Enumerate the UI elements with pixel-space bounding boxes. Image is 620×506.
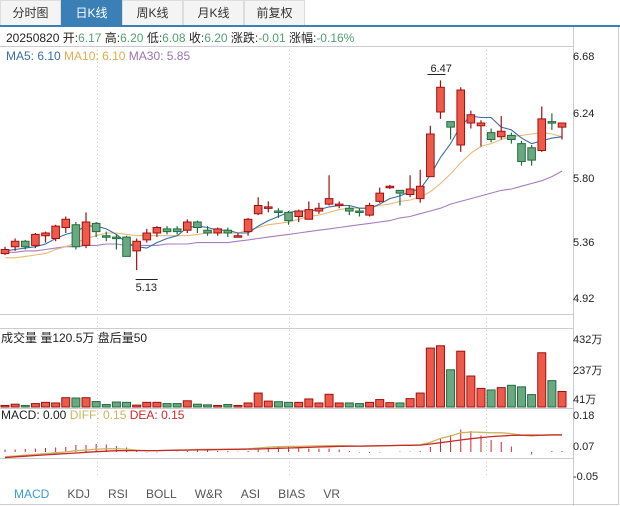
tab-forward-adjust[interactable]: 前复权 xyxy=(244,0,305,25)
price-axis-label: 4.92 xyxy=(573,293,595,305)
indicator-tab-rsi[interactable]: RSI xyxy=(108,487,129,501)
macd-value: MACD: 0.00 xyxy=(1,408,67,422)
price-axis-label: 6.68 xyxy=(573,51,595,63)
price-axis-label: 6.24 xyxy=(573,108,595,120)
volume-axis-label: 432万 xyxy=(573,334,603,346)
indicator-tab-kdj[interactable]: KDJ xyxy=(67,487,91,501)
volume-axis-label: 237万 xyxy=(573,365,603,377)
volume-axis-label: 41万 xyxy=(573,394,597,406)
indicator-tab-asi[interactable]: ASI xyxy=(240,487,261,501)
tab-daily-k[interactable]: 日K线 xyxy=(61,0,122,25)
chart-frame xyxy=(0,27,619,505)
ma-legend: MA5: 6.10 MA10: 6.10 MA30: 5.85 xyxy=(6,49,190,63)
indicator-tabs: MACD KDJ RSI BOLL W&R ASI BIAS VR xyxy=(14,487,358,501)
svg-text:5.13: 5.13 xyxy=(136,282,157,294)
ma30-value: MA30: 5.85 xyxy=(128,49,191,63)
indicator-tab-vr[interactable]: VR xyxy=(323,487,341,501)
info-open: 6.17 xyxy=(78,31,102,45)
ohlc-info-bar: 20250820 开:6.17 高:6.20 低:6.08 收:6.20 涨跌:… xyxy=(6,31,355,45)
ma10-value: MA10: 6.10 xyxy=(64,49,126,63)
period-tabs: 分时图 日K线 周K线 月K线 前复权 xyxy=(0,0,305,25)
indicator-tab-boll[interactable]: BOLL xyxy=(146,487,177,501)
tab-intraday[interactable]: 分时图 xyxy=(0,0,61,25)
macd-legend: MACD: 0.00 DIFF: 0.15 DEA: 0.15 xyxy=(1,408,184,422)
macd-axis-label: 0.18 xyxy=(573,410,595,422)
info-pct: -0.16% xyxy=(316,31,355,45)
info-low: 6.08 xyxy=(162,31,186,45)
svg-text:6.47: 6.47 xyxy=(430,63,451,75)
macd-axis-label: 0.07 xyxy=(573,441,595,453)
indicator-tab-macd[interactable]: MACD xyxy=(14,487,50,501)
info-high: 6.20 xyxy=(120,31,144,45)
indicator-tab-bias[interactable]: BIAS xyxy=(278,487,306,501)
volume-title: 成交量 量120.5万 盘后量50 xyxy=(1,331,148,345)
info-date: 20250820 xyxy=(6,31,60,45)
info-change: -0.01 xyxy=(258,31,286,45)
price-axis-label: 5.80 xyxy=(573,173,595,185)
price-axis-label: 5.36 xyxy=(573,237,595,249)
ma5-value: MA5: 6.10 xyxy=(6,49,61,63)
tab-weekly-k[interactable]: 周K线 xyxy=(122,0,183,25)
macd-axis-label: -0.05 xyxy=(573,471,599,483)
tab-monthly-k[interactable]: 月K线 xyxy=(183,0,244,25)
tab-underline xyxy=(0,25,620,27)
indicator-tab-wr[interactable]: W&R xyxy=(194,487,223,501)
diff-value: DIFF: 0.15 xyxy=(69,408,127,422)
dea-value: DEA: 0.15 xyxy=(129,408,185,422)
info-close: 6.20 xyxy=(204,31,228,45)
